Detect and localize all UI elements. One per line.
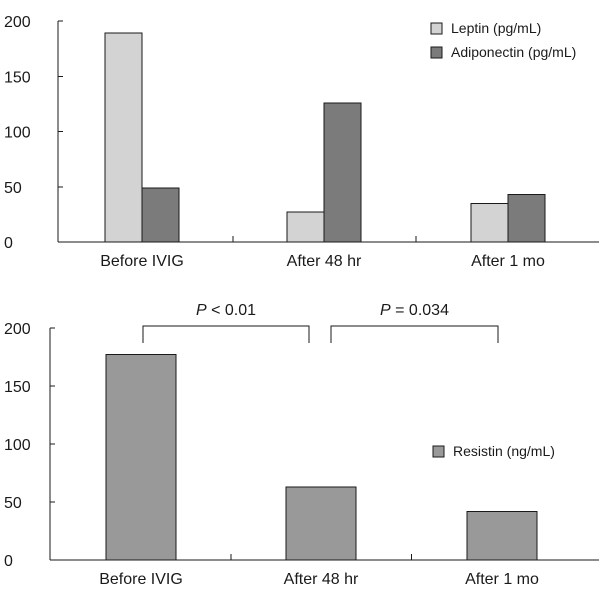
legend-label: Resistin (ng/mL)	[453, 443, 555, 459]
x-category-label: After 1 mo	[465, 571, 539, 588]
x-category-label: Before IVIG	[100, 253, 184, 270]
top-chart: 0 50 100 150 200 Before IVIG After 48 hr After …	[4, 14, 599, 270]
bar-leptin-2	[470, 202, 509, 243]
x-category-label: Before IVIG	[99, 571, 183, 588]
y-tick-label: 150	[4, 379, 31, 396]
legend-swatch	[432, 445, 445, 458]
p-value-label: P = 0.034	[380, 302, 449, 319]
p-value-label: P < 0.01	[196, 302, 256, 319]
legend-label: Leptin (pg/mL)	[451, 20, 541, 36]
significance-bracket	[330, 325, 499, 343]
bar-resistin-1	[285, 486, 357, 561]
bar-leptin-1	[286, 211, 325, 243]
bar-resistin-2	[466, 510, 538, 561]
significance-bracket	[142, 325, 310, 343]
legend-swatch	[430, 46, 443, 59]
bar-leptin-0	[104, 32, 143, 243]
bar-adiponectin-1	[323, 102, 362, 243]
y-tick-label: 50	[4, 180, 22, 197]
x-category-label: After 1 mo	[471, 253, 545, 270]
y-tick-label: 200	[4, 321, 31, 338]
bar-adiponectin-0	[141, 187, 180, 243]
bottom-chart: 0 50 100 150 200 Before IVIG After 48 hr After …	[4, 302, 599, 588]
legend-swatch	[430, 22, 443, 35]
y-tick-label: 100	[4, 125, 31, 142]
y-tick-label: 0	[4, 553, 13, 570]
y-tick-label: 150	[4, 69, 31, 86]
y-tick-label: 200	[4, 14, 31, 31]
y-tick-label: 0	[4, 235, 13, 252]
y-tick-label: 50	[4, 495, 22, 512]
bar-adiponectin-2	[507, 193, 546, 243]
x-category-label: After 48 hr	[287, 253, 362, 270]
y-tick-label: 100	[4, 437, 31, 454]
x-category-label: After 48 hr	[284, 571, 359, 588]
bar-resistin-0	[105, 354, 177, 561]
legend-label: Adiponectin (pg/mL)	[451, 44, 576, 60]
